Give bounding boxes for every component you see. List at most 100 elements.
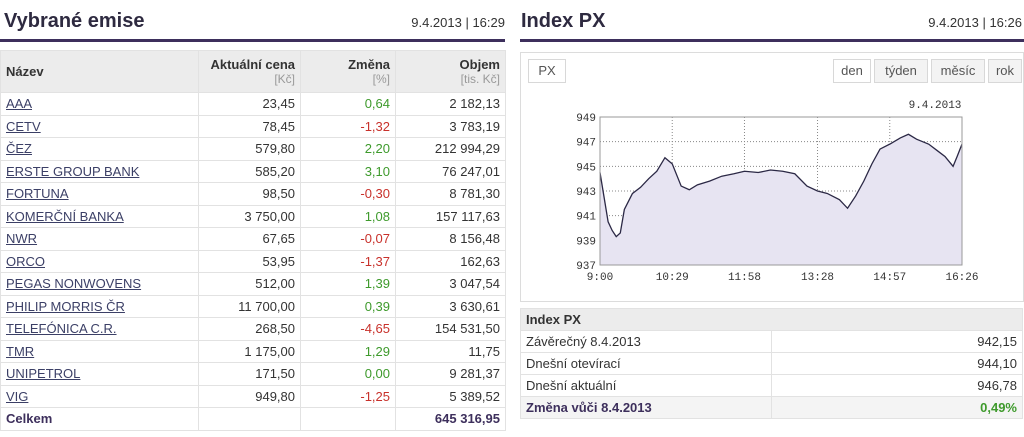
cell: 8 781,30: [395, 182, 506, 206]
y-tick-label: 949: [576, 113, 596, 125]
cell: -4,65: [300, 317, 396, 341]
stock-link[interactable]: ČEZ: [6, 141, 32, 157]
stock-link[interactable]: PHILIP MORRIS ČR: [6, 298, 125, 314]
cell: Závěrečný 8.4.2013: [520, 330, 772, 353]
cell: 1,39: [300, 272, 396, 296]
stock-link[interactable]: UNIPETROL: [6, 366, 81, 382]
column-unit: [%]: [372, 72, 390, 86]
table-row: ORCO 53,95 -1,37 162,63: [0, 249, 506, 273]
stock-link[interactable]: TMR: [6, 343, 35, 359]
timestamp: 9.4.2013 | 16:29: [411, 15, 505, 30]
cell: ERSTE GROUP BANK: [0, 159, 199, 183]
summary-title: Index PX: [520, 308, 1023, 331]
stock-link[interactable]: VIG: [6, 388, 29, 404]
x-tick-label: 10:29: [656, 272, 689, 284]
x-tick-label: 13:28: [801, 272, 834, 284]
cell: [198, 407, 301, 431]
y-tick-label: 943: [576, 187, 596, 199]
column-name: Aktuální cena: [210, 57, 295, 72]
y-tick-label: 947: [576, 138, 596, 150]
stock-link[interactable]: FORTUNA: [6, 186, 69, 202]
cell: ČEZ: [0, 137, 199, 161]
column-header: Objem [tis. Kč]: [395, 50, 506, 93]
header-row: Index PX: [520, 308, 1023, 331]
cell: 5 389,52: [395, 384, 506, 408]
column-name: Objem: [459, 57, 500, 72]
x-tick-label: 11:58: [728, 272, 761, 284]
period-tab[interactable]: den: [833, 59, 871, 83]
summary-row: Dnešní aktuální 946,78: [520, 374, 1023, 397]
cell: Dnešní otevírací: [520, 352, 772, 375]
period-tab[interactable]: rok: [988, 59, 1022, 83]
cell: 0,39: [300, 294, 396, 318]
stock-link[interactable]: TELEFÓNICA C.R.: [6, 321, 117, 337]
cell: UNIPETROL: [0, 362, 199, 386]
y-tick-label: 945: [576, 162, 596, 174]
cell: 0,00: [300, 362, 396, 386]
period-tab[interactable]: týden: [874, 59, 928, 83]
cell: AAA: [0, 92, 199, 116]
cell: 949,80: [198, 384, 301, 408]
stock-link[interactable]: CETV: [6, 118, 41, 134]
table-row: ČEZ 579,80 2,20 212 994,29: [0, 137, 506, 161]
cell: PHILIP MORRIS ČR: [0, 294, 199, 318]
cell: 0,64: [300, 92, 396, 116]
period-tab[interactable]: měsíc: [931, 59, 985, 83]
stock-link[interactable]: PEGAS NONWOVENS: [6, 276, 142, 292]
cell: 9 281,37: [395, 362, 506, 386]
table-row: FORTUNA 98,50 -0,30 8 781,30: [0, 182, 506, 206]
x-tick-label: 9:00: [587, 272, 613, 284]
cell: 11,75: [395, 339, 506, 363]
table-row: AAA 23,45 0,64 2 182,13: [0, 92, 506, 116]
cell: -1,37: [300, 249, 396, 273]
header-row: Název Aktuální cena [Kč] Změna [%] Objem [tis.…: [0, 50, 506, 93]
cell: 1 175,00: [198, 339, 301, 363]
cell: 8 156,48: [395, 227, 506, 251]
cell: 3,10: [300, 159, 396, 183]
column-header: Aktuální cena [Kč]: [198, 50, 301, 93]
cell: Dnešní aktuální: [520, 374, 772, 397]
panel-title: Vybrané emise: [4, 10, 145, 32]
cell: 1,29: [300, 339, 396, 363]
column-unit: [tis. Kč]: [460, 72, 500, 86]
cell: CETV: [0, 114, 199, 138]
title-rule: [520, 39, 1024, 42]
cell: -1,32: [300, 114, 396, 138]
table-row: TMR 1 175,00 1,29 11,75: [0, 339, 506, 363]
cell: TELEFÓNICA C.R.: [0, 317, 199, 341]
table-row: UNIPETROL 171,50 0,00 9 281,37: [0, 362, 506, 386]
cell: 645 316,95: [395, 407, 506, 431]
table-row: KOMERČNÍ BANKA 3 750,00 1,08 157 117,63: [0, 204, 506, 228]
summary-row: Změna vůči 8.4.2013 0,49%: [520, 396, 1023, 419]
cell: 0,49%: [771, 396, 1023, 419]
panel-title: Index PX: [521, 10, 606, 32]
stock-link[interactable]: AAA: [6, 96, 33, 112]
stock-link[interactable]: ERSTE GROUP BANK: [6, 163, 140, 179]
cell: FORTUNA: [0, 182, 199, 206]
cell: 98,50: [198, 182, 301, 206]
cell: Celkem: [0, 407, 199, 431]
emise-table: Název Aktuální cena [Kč] Změna [%] Objem [tis.…: [0, 50, 506, 431]
cell: 268,50: [198, 317, 301, 341]
table-row: ERSTE GROUP BANK 585,20 3,10 76 247,01: [0, 159, 506, 183]
table-row: PHILIP MORRIS ČR 11 700,00 0,39 3 630,61: [0, 294, 506, 318]
summary-row: Závěrečný 8.4.2013 942,15: [520, 330, 1023, 353]
cell: 78,45: [198, 114, 301, 138]
cell: 162,63: [395, 249, 506, 273]
stock-link[interactable]: ORCO: [6, 253, 45, 269]
cell: 579,80: [198, 137, 301, 161]
chart-tab[interactable]: PX: [528, 59, 566, 83]
stock-link[interactable]: NWR: [6, 231, 38, 247]
cell: 23,45: [198, 92, 301, 116]
cell: 512,00: [198, 272, 301, 296]
x-tick-label: 14:57: [873, 272, 906, 284]
cell: 942,15: [771, 330, 1023, 353]
cell: 11 700,00: [198, 294, 301, 318]
table-row: NWR 67,65 -0,07 8 156,48: [0, 227, 506, 251]
stock-link[interactable]: KOMERČNÍ BANKA: [6, 208, 124, 224]
chart-annotation: 9.4.2013: [909, 100, 962, 112]
x-tick-label: 16:26: [945, 272, 978, 284]
cell: 3 783,19: [395, 114, 506, 138]
cell: PEGAS NONWOVENS: [0, 272, 199, 296]
